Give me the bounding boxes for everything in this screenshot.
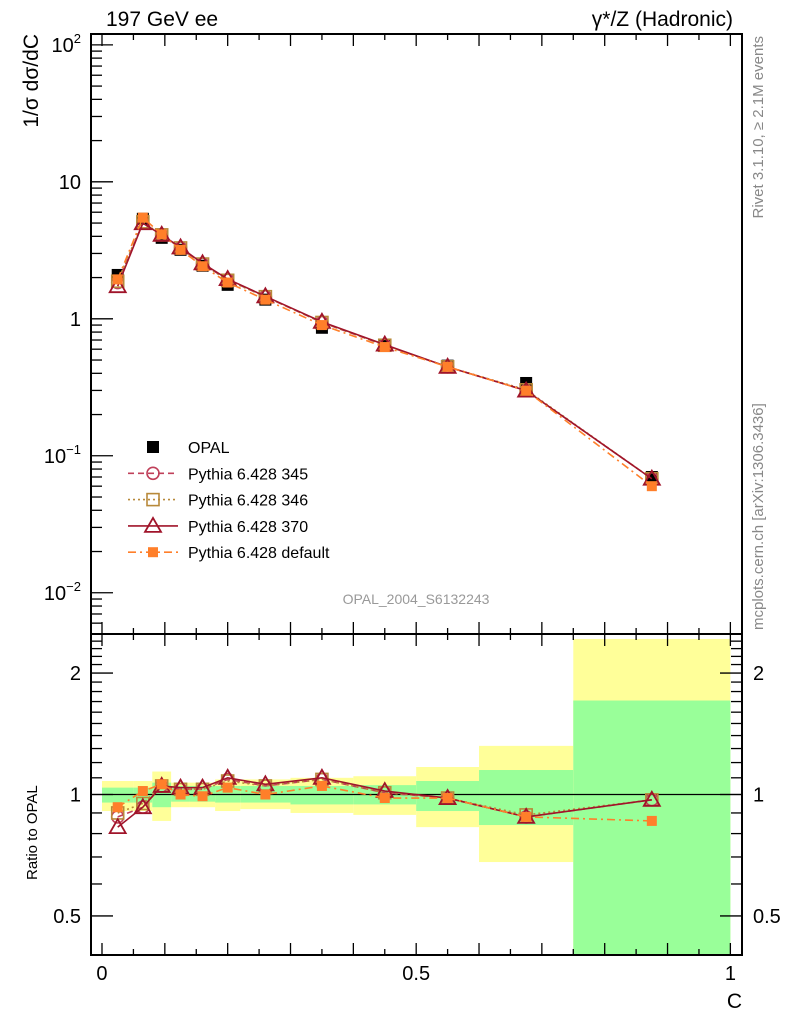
y-tick-label: 10−2 [44,579,81,605]
ratio-point-pythia-6-428-default [175,789,186,800]
ratio-point-pythia-6-428-default [379,793,390,804]
axes: 0 0.5 1 10−2 10−1 1 10 102 0.5 0.5 1 1 2 2 [44,31,781,985]
legend: OPAL Pythia 6.428 345 Pythia 6.428 346 Pyth… [128,440,330,562]
y-tick-label: 1 [70,309,81,331]
stat-uncertainty-band [290,785,354,805]
x-tick-label: 1 [725,963,736,985]
ratio-point-pythia-6-428-370 [133,797,153,815]
ratio-point-pythia-6-428-default [442,793,453,804]
ratio-line-pythia-6-428-default [117,783,652,822]
ratio-point-pythia-6-428-default [521,811,532,822]
point-pythia-6-428-default [442,361,453,372]
point-pythia-6-428-default [521,385,532,396]
ratio-uncertainty-bands [101,638,731,955]
point-pythia-6-428-default [137,212,148,223]
ratio-point-pythia-6-428-default [197,791,208,802]
legend-marker-pythia-6-428-345 [146,466,160,481]
legend-marker-pythia-6-428-default [148,547,158,558]
point-pythia-6-428-default [175,244,186,255]
legend-marker-pythia-6-428-370 [143,516,163,533]
ratio-point-pythia-6-428-default [156,779,167,790]
legend-marker-pythia-6-428-346 [146,492,160,507]
data-series [108,212,662,835]
ratio-point-pythia-6-428-default [646,815,657,826]
ratio-tick-label-right: 1 [753,785,764,807]
point-pythia-6-428-default [222,277,233,288]
point-pythia-6-428-default [156,229,167,240]
x-axis-label: C [727,990,742,1013]
title-right: γ*/Z (Hadronic) [592,8,733,31]
legend-marker-opal [147,441,159,453]
analysis-label: OPAL_2004_S6132243 [343,591,490,607]
point-pythia-6-428-370 [108,276,128,294]
ratio-point-pythia-6-428-default [260,789,271,800]
y-axis-label: 1/σ dσ/dC [20,34,43,128]
point-pythia-6-428-default [646,481,657,492]
ratio-point-pythia-6-428-default [316,780,327,791]
stat-uncertainty-band [573,700,731,955]
title-left: 197 GeV ee [106,8,218,31]
ratio-point-pythia-6-428-default [137,786,148,797]
legend-label-opal: OPAL [188,440,230,457]
ratio-point-pythia-6-428-default [112,802,123,813]
ratio-point-pythia-6-428-370 [108,817,128,835]
point-pythia-6-428-default [197,261,208,272]
ratio-tick-label-left: 1 [70,785,81,807]
legend-label-pythia-6-428-345: Pythia 6.428 345 [188,466,308,483]
legend-label-pythia-6-428-346: Pythia 6.428 346 [188,493,308,510]
legend-label-pythia-6-428-370: Pythia 6.428 370 [188,519,308,536]
y-tick-label: 10−1 [44,442,81,468]
ratio-y-axis-label: Ratio to OPAL [24,785,41,880]
ratio-tick-label-left: 0.5 [53,906,81,928]
ratio-tick-label-left: 2 [70,663,81,685]
ratio-point-pythia-6-428-default [222,782,233,793]
point-pythia-6-428-default [260,294,271,305]
point-pythia-6-428-default [379,342,390,353]
mcplots-label: mcplots.cern.ch [arXiv:1306.3436] [750,403,767,630]
point-pythia-6-428-default [316,320,327,331]
x-tick-label: 0 [96,963,107,985]
main-frame [90,33,743,635]
ratio-tick-label-right: 2 [753,663,764,685]
ratio-point-pythia-6-428-370 [642,790,662,807]
y-tick-label: 10 [59,172,81,194]
ratio-tick-label-right: 0.5 [753,906,781,928]
rivet-label: Rivet 3.1.10, ≥ 2.1M events [750,36,767,219]
legend-label-pythia-6-428-default: Pythia 6.428 default [188,545,330,562]
y-tick-label: 102 [52,31,81,57]
point-pythia-6-428-default [112,274,123,285]
x-tick-label: 0.5 [402,963,430,985]
